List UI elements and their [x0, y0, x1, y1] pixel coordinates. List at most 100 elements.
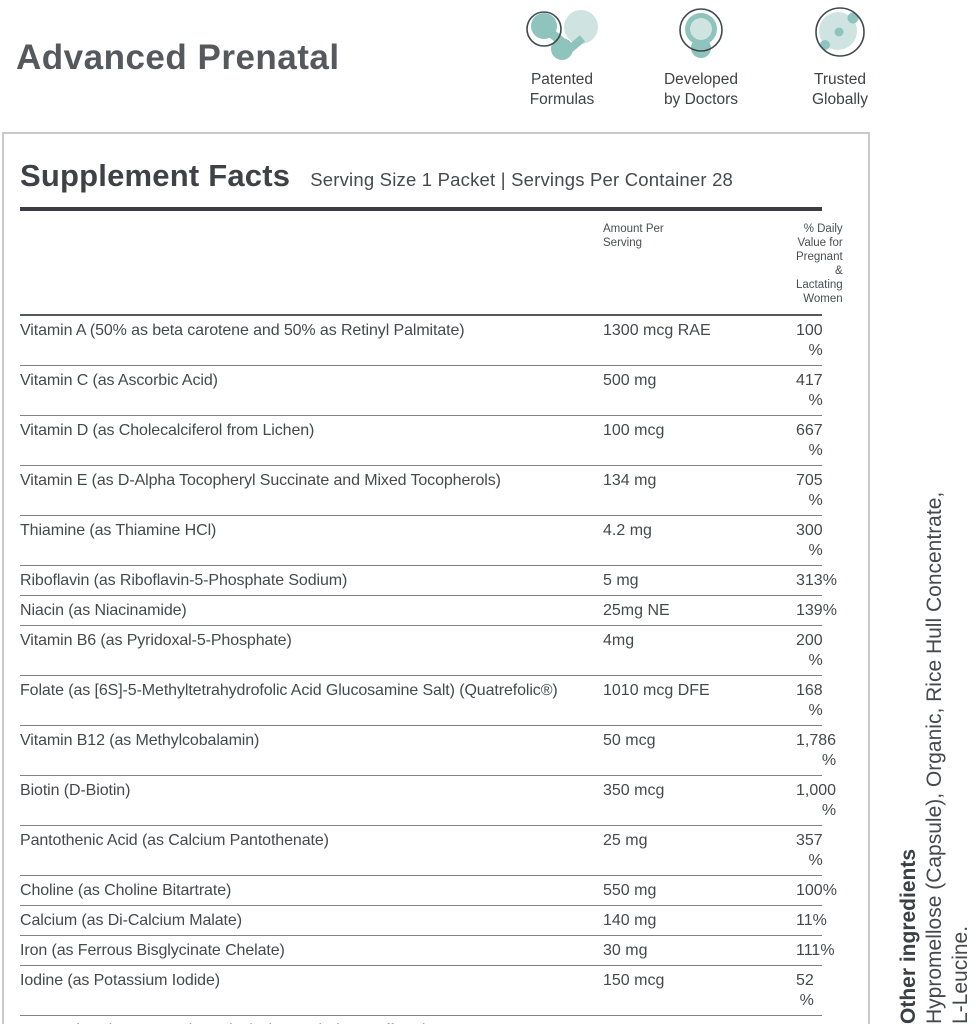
table-row: Vitamin A (50% as beta carotene and 50% … — [20, 316, 823, 366]
badge-label: Developed by Doctors — [664, 70, 738, 110]
row-amount: 50 mcg — [603, 732, 656, 749]
row-amount: 5 mg — [603, 572, 639, 589]
row-name: Vitamin B12 (as Methylcobalamin) — [20, 731, 603, 771]
row-name-text: Folate (as [6S]-5-Methyltetrahydrofolic … — [20, 682, 558, 699]
row-name: Iodine (as Potassium Iodide) — [20, 971, 603, 1011]
badge-strip: Patented Formulas Developed by Doctors — [496, 4, 906, 110]
row-name-text: Magnesium (as Magnesium Bisglycinate Che… — [20, 1022, 431, 1024]
table-row: Vitamin B6 (as Pyridoxal-5-Phosphate) 4mg… — [20, 626, 823, 676]
column-spacer — [20, 222, 603, 306]
table-row: Iodine (as Potassium Iodide) 150 mcg 52 % — [20, 966, 822, 1016]
row-daily-value: 1,000 % — [796, 782, 837, 819]
row-name: Pantothenic Acid (as Calcium Pantothenat… — [20, 831, 603, 871]
row-amount: 100 mcg — [603, 422, 665, 439]
row-amount: 1010 mcg DFE — [603, 682, 710, 699]
row-name: Choline (as Choline Bitartrate) — [20, 881, 603, 901]
row-daily-value: 111% — [796, 942, 835, 959]
column-header-line: & Lactating Women — [796, 265, 843, 305]
row-daily-value: 200 % — [796, 632, 823, 669]
row-amount: 140 mg — [603, 912, 657, 929]
row-daily-value: 11% — [796, 912, 827, 929]
table-row: Vitamin C (as Ascorbic Acid) 500 mg 417 % — [20, 366, 823, 416]
badge-label-line: Formulas — [529, 91, 595, 108]
table-row: Calcium (as Di-Calcium Malate) 140 mg 11% — [20, 906, 827, 936]
badge-label-line: Patented — [530, 71, 594, 88]
badge-patented-formulas: Patented Formulas — [496, 4, 628, 110]
row-daily-value: 357 % — [796, 832, 823, 869]
other-ingredients-heading: Other ingredients — [897, 848, 920, 1024]
row-name: Calcium (as Di-Calcium Malate) — [20, 911, 603, 931]
row-daily-value: 667 % — [796, 422, 823, 459]
row-amount: 550 mg — [603, 882, 657, 899]
row-name: Vitamin A (50% as beta carotene and 50% … — [20, 321, 603, 361]
row-name: Vitamin D (as Cholecalciferol from Liche… — [20, 421, 603, 461]
row-daily-value: 139% — [796, 602, 837, 619]
row-amount: 1300 mcg RAE — [603, 322, 711, 339]
table-row: Riboflavin (as Riboflavin-5-Phosphate So… — [20, 566, 837, 596]
row-amount: 500 mg — [603, 372, 657, 389]
supplement-facts-panel: Supplement Facts Serving Size 1 Packet |… — [2, 132, 870, 1024]
row-name-text: Vitamin A (50% as beta carotene and 50% … — [20, 322, 465, 339]
row-amount: 134 mg — [603, 472, 657, 489]
row-amount: 25mg NE — [603, 602, 670, 619]
row-name: Magnesium (as Magnesium Bisglycinate Che… — [20, 1021, 603, 1024]
row-name-text: Niacin (as Niacinamide) — [20, 602, 187, 619]
badge-label-line: by Doctors — [663, 91, 739, 108]
serving-info: Serving Size 1 Packet | Servings Per Con… — [310, 169, 734, 190]
table-row: Magnesium (as Magnesium Bisglycinate Che… — [20, 1016, 828, 1024]
table-row: Biotin (D-Biotin) 350 mcg 1,000 % — [20, 776, 836, 826]
table-row: Iron (as Ferrous Bisglycinate Chelate) 30… — [20, 936, 835, 966]
column-header-line: % Daily Value for Pregnant — [796, 223, 843, 263]
row-name-text: Thiamine (as Thiamine HCl) — [20, 522, 217, 539]
stethoscope-icon — [679, 8, 723, 58]
row-daily-value: 100% — [796, 882, 837, 899]
table-row: Thiamine (as Thiamine HCl) 4.2 mg 300 % — [20, 516, 823, 566]
row-amount: 4mg — [603, 632, 635, 649]
row-name-text: Vitamin B6 (as Pyridoxal-5-Phosphate) — [20, 632, 292, 649]
column-header-line: Serving — [603, 237, 642, 249]
row-daily-value: 313% — [796, 572, 837, 589]
row-daily-value: 100 % — [796, 322, 823, 359]
row-name: Biotin (D-Biotin) — [20, 781, 603, 821]
row-daily-value: 168 % — [796, 682, 823, 719]
badge-trusted-globally: Trusted Globally — [774, 4, 906, 110]
row-name-text: Biotin (D-Biotin) — [20, 782, 131, 799]
column-header-line: Amount Per — [603, 223, 664, 235]
other-ingredients-line: L-Leucine. — [949, 925, 972, 1024]
other-ingredients-note: Other ingredients Hypromellose (Capsule)… — [896, 424, 974, 1024]
row-amount: 130 mg — [603, 1021, 796, 1024]
row-daily-value: 417 % — [796, 372, 823, 409]
row-name-text: Riboflavin (as Riboflavin-5-Phosphate So… — [20, 572, 348, 589]
row-name: Niacin (as Niacinamide) — [20, 601, 603, 621]
column-header-dv: % Daily Value for Pregnant & Lactating W… — [796, 222, 855, 306]
row-name: Vitamin C (as Ascorbic Acid) — [20, 371, 603, 411]
row-daily-value: 705 % — [796, 472, 823, 509]
table-row: Folate (as [6S]-5-Methyltetrahydrofolic … — [20, 676, 823, 726]
column-header-row: Amount Per Serving % Daily Value for Pre… — [20, 211, 843, 316]
badge-developed-by-doctors: Developed by Doctors — [635, 4, 767, 110]
row-daily-value: 33% — [796, 1021, 840, 1024]
row-daily-value: 1,786 % — [796, 732, 837, 769]
column-header-amount: Amount Per Serving — [603, 222, 796, 306]
row-name-text: Vitamin B12 (as Methylcobalamin) — [20, 732, 260, 749]
row-name: Iron (as Ferrous Bisglycinate Chelate) — [20, 941, 603, 961]
product-title: Advanced Prenatal — [16, 38, 340, 77]
panel-title: Supplement Facts — [20, 158, 291, 193]
row-name-text: Calcium (as Di-Calcium Malate) — [20, 912, 242, 929]
row-name-text: Vitamin C (as Ascorbic Acid) — [20, 372, 218, 389]
badge-label-line: Developed — [663, 71, 739, 88]
table-row: Niacin (as Niacinamide) 25mg NE 139% — [20, 596, 837, 626]
badge-label: Trusted Globally — [812, 70, 868, 110]
facts-table: Vitamin A (50% as beta carotene and 50% … — [20, 316, 837, 1024]
badge-label-line: Globally — [812, 91, 868, 108]
row-name-text: Choline (as Choline Bitartrate) — [20, 882, 232, 899]
panel-header: Supplement Facts Serving Size 1 Packet |… — [20, 158, 822, 194]
row-amount: 350 mcg — [603, 782, 665, 799]
row-name: Vitamin B6 (as Pyridoxal-5-Phosphate) — [20, 631, 603, 671]
table-row: Vitamin B12 (as Methylcobalamin) 50 mcg 1,… — [20, 726, 836, 776]
row-name-text: Pantothenic Acid (as Calcium Pantothenat… — [20, 832, 329, 849]
badge-label-line: Trusted — [814, 71, 866, 88]
row-amount: 150 mcg — [603, 972, 665, 989]
row-name-text: Vitamin E (as D-Alpha Tocopheryl Succina… — [20, 472, 501, 489]
